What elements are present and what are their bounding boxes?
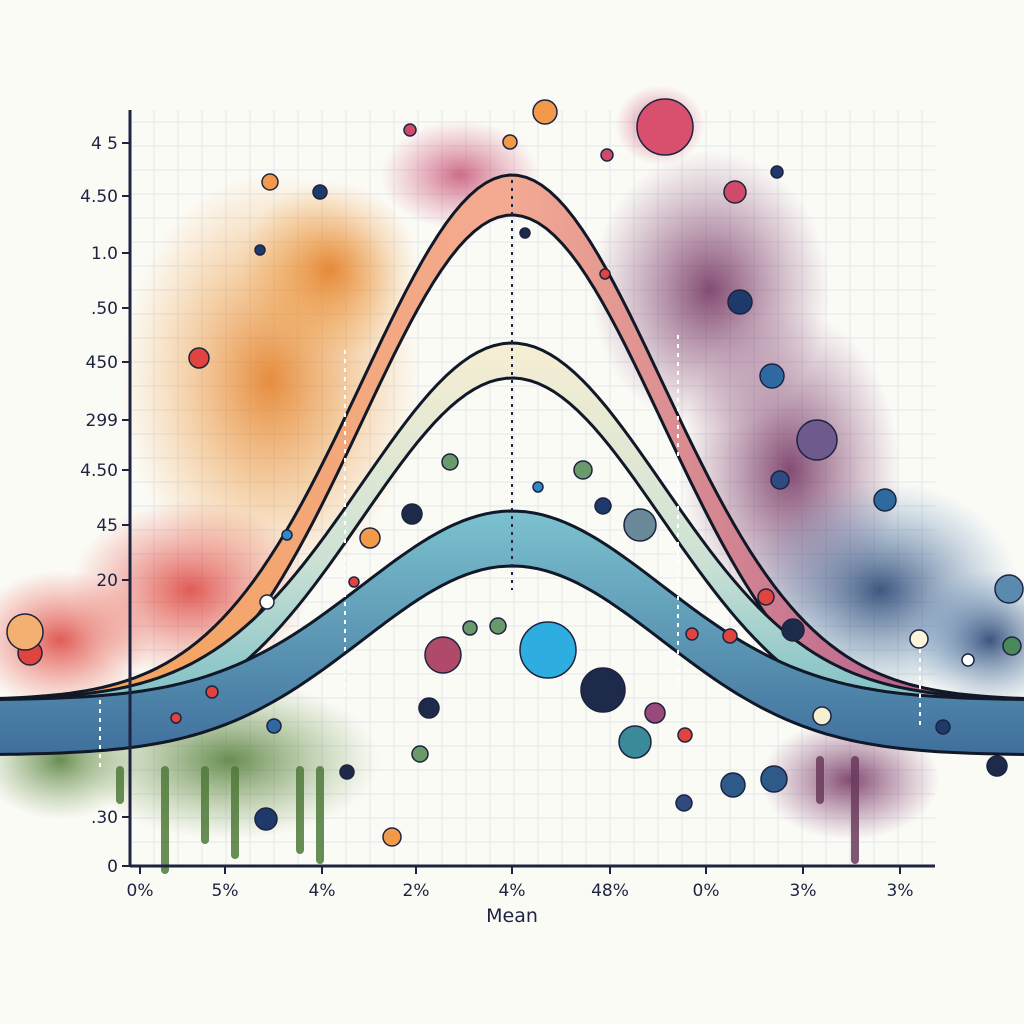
data-dot [281, 529, 293, 541]
data-dot [532, 481, 544, 493]
data-dot [312, 184, 328, 200]
data-dot [770, 470, 790, 490]
x-tick-labels: 0% 5% 4% 2% 4% 48% 0% 3% 3% [127, 866, 914, 901]
data-dot [781, 618, 805, 642]
y-tick-label: 299 [86, 411, 118, 431]
x-tick-label: 3% [790, 881, 817, 901]
bell-curve-band-3 [0, 509, 1024, 756]
data-dot [812, 706, 832, 726]
data-dot [580, 667, 626, 713]
data-dot [599, 268, 611, 280]
data-dot [188, 347, 210, 369]
data-dot [424, 636, 462, 674]
data-dot [348, 576, 360, 588]
data-dot [259, 594, 275, 610]
bell-curve-band-2 [0, 341, 1024, 736]
data-dot [1002, 636, 1022, 656]
y-tick-labels: 0 .30 20 45 4.50 299 450 .50 1.0 4.50 4 5 [80, 134, 130, 877]
data-dot [675, 794, 693, 812]
data-dot [502, 134, 518, 150]
y-tick-label: 450 [86, 353, 118, 373]
data-dot [205, 685, 219, 699]
data-dot [759, 363, 785, 389]
y-tick-label: 0 [107, 857, 118, 877]
data-dot [339, 764, 355, 780]
data-dot [757, 588, 775, 606]
data-dot [994, 574, 1024, 604]
data-dot [359, 527, 381, 549]
data-dot [254, 807, 278, 831]
x-tick-label: 4% [309, 881, 336, 901]
y-tick-label: 4 5 [91, 134, 118, 154]
data-dot [532, 99, 558, 125]
data-dot [770, 165, 784, 179]
decorative-dots [6, 98, 1024, 847]
data-dot [170, 712, 182, 724]
data-dot [401, 503, 423, 525]
data-dot [261, 173, 279, 191]
watercolor-splash [0, 570, 150, 710]
data-dot [909, 629, 929, 649]
data-dot [644, 702, 666, 724]
data-dot [573, 460, 593, 480]
y-tick-label: 4.50 [80, 461, 118, 481]
data-dot [489, 617, 507, 635]
x-axis-title: Mean [486, 905, 538, 927]
data-dot [796, 419, 838, 461]
data-dot [720, 772, 746, 798]
data-dot [935, 719, 951, 735]
data-dot [986, 755, 1008, 777]
data-dot [600, 148, 614, 162]
data-dot [722, 628, 738, 644]
data-dot [403, 123, 417, 137]
data-dot [462, 620, 478, 636]
watercolor-splash [760, 720, 940, 840]
watercolor-splash [240, 180, 420, 360]
y-tick-label: .30 [91, 808, 118, 828]
data-dot [266, 718, 282, 734]
data-dot [873, 488, 897, 512]
data-dot [6, 613, 44, 651]
data-dot [723, 180, 747, 204]
data-dot [519, 227, 531, 239]
x-tick-label: 3% [887, 881, 914, 901]
data-dot [961, 653, 975, 667]
y-tick-label: 4.50 [80, 187, 118, 207]
data-dot [254, 244, 266, 256]
data-dot [623, 508, 657, 542]
data-dot [618, 725, 652, 759]
data-dot [382, 827, 402, 847]
data-dot [760, 765, 788, 793]
x-tick-label: 5% [212, 881, 239, 901]
data-dot [677, 727, 693, 743]
data-dot [636, 98, 694, 156]
data-dot [441, 453, 459, 471]
y-tick-label: 20 [96, 571, 118, 591]
axes [128, 110, 935, 868]
data-dot [519, 621, 577, 679]
watercolor-splash [910, 570, 1024, 710]
data-dot [685, 627, 699, 641]
data-dot [594, 497, 612, 515]
y-tick-label: .50 [91, 299, 118, 319]
x-tick-label: 0% [693, 881, 720, 901]
x-tick-label: 48% [591, 881, 629, 901]
data-dot [418, 697, 440, 719]
x-tick-label: 4% [499, 881, 526, 901]
y-tick-label: 45 [96, 516, 118, 536]
data-dot [727, 289, 753, 315]
x-tick-label: 0% [127, 881, 154, 901]
data-dot [411, 745, 429, 763]
x-tick-label: 2% [403, 881, 430, 901]
y-tick-label: 1.0 [91, 244, 118, 264]
